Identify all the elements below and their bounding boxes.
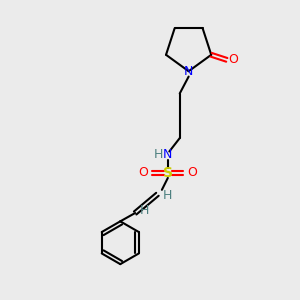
Text: S: S bbox=[163, 166, 173, 180]
Text: N: N bbox=[163, 148, 172, 161]
Text: H: H bbox=[153, 148, 163, 161]
Text: O: O bbox=[139, 167, 148, 179]
Text: H: H bbox=[140, 203, 149, 217]
Text: O: O bbox=[187, 167, 197, 179]
Text: N: N bbox=[184, 65, 193, 78]
Text: O: O bbox=[228, 53, 238, 66]
Text: H: H bbox=[162, 189, 172, 202]
